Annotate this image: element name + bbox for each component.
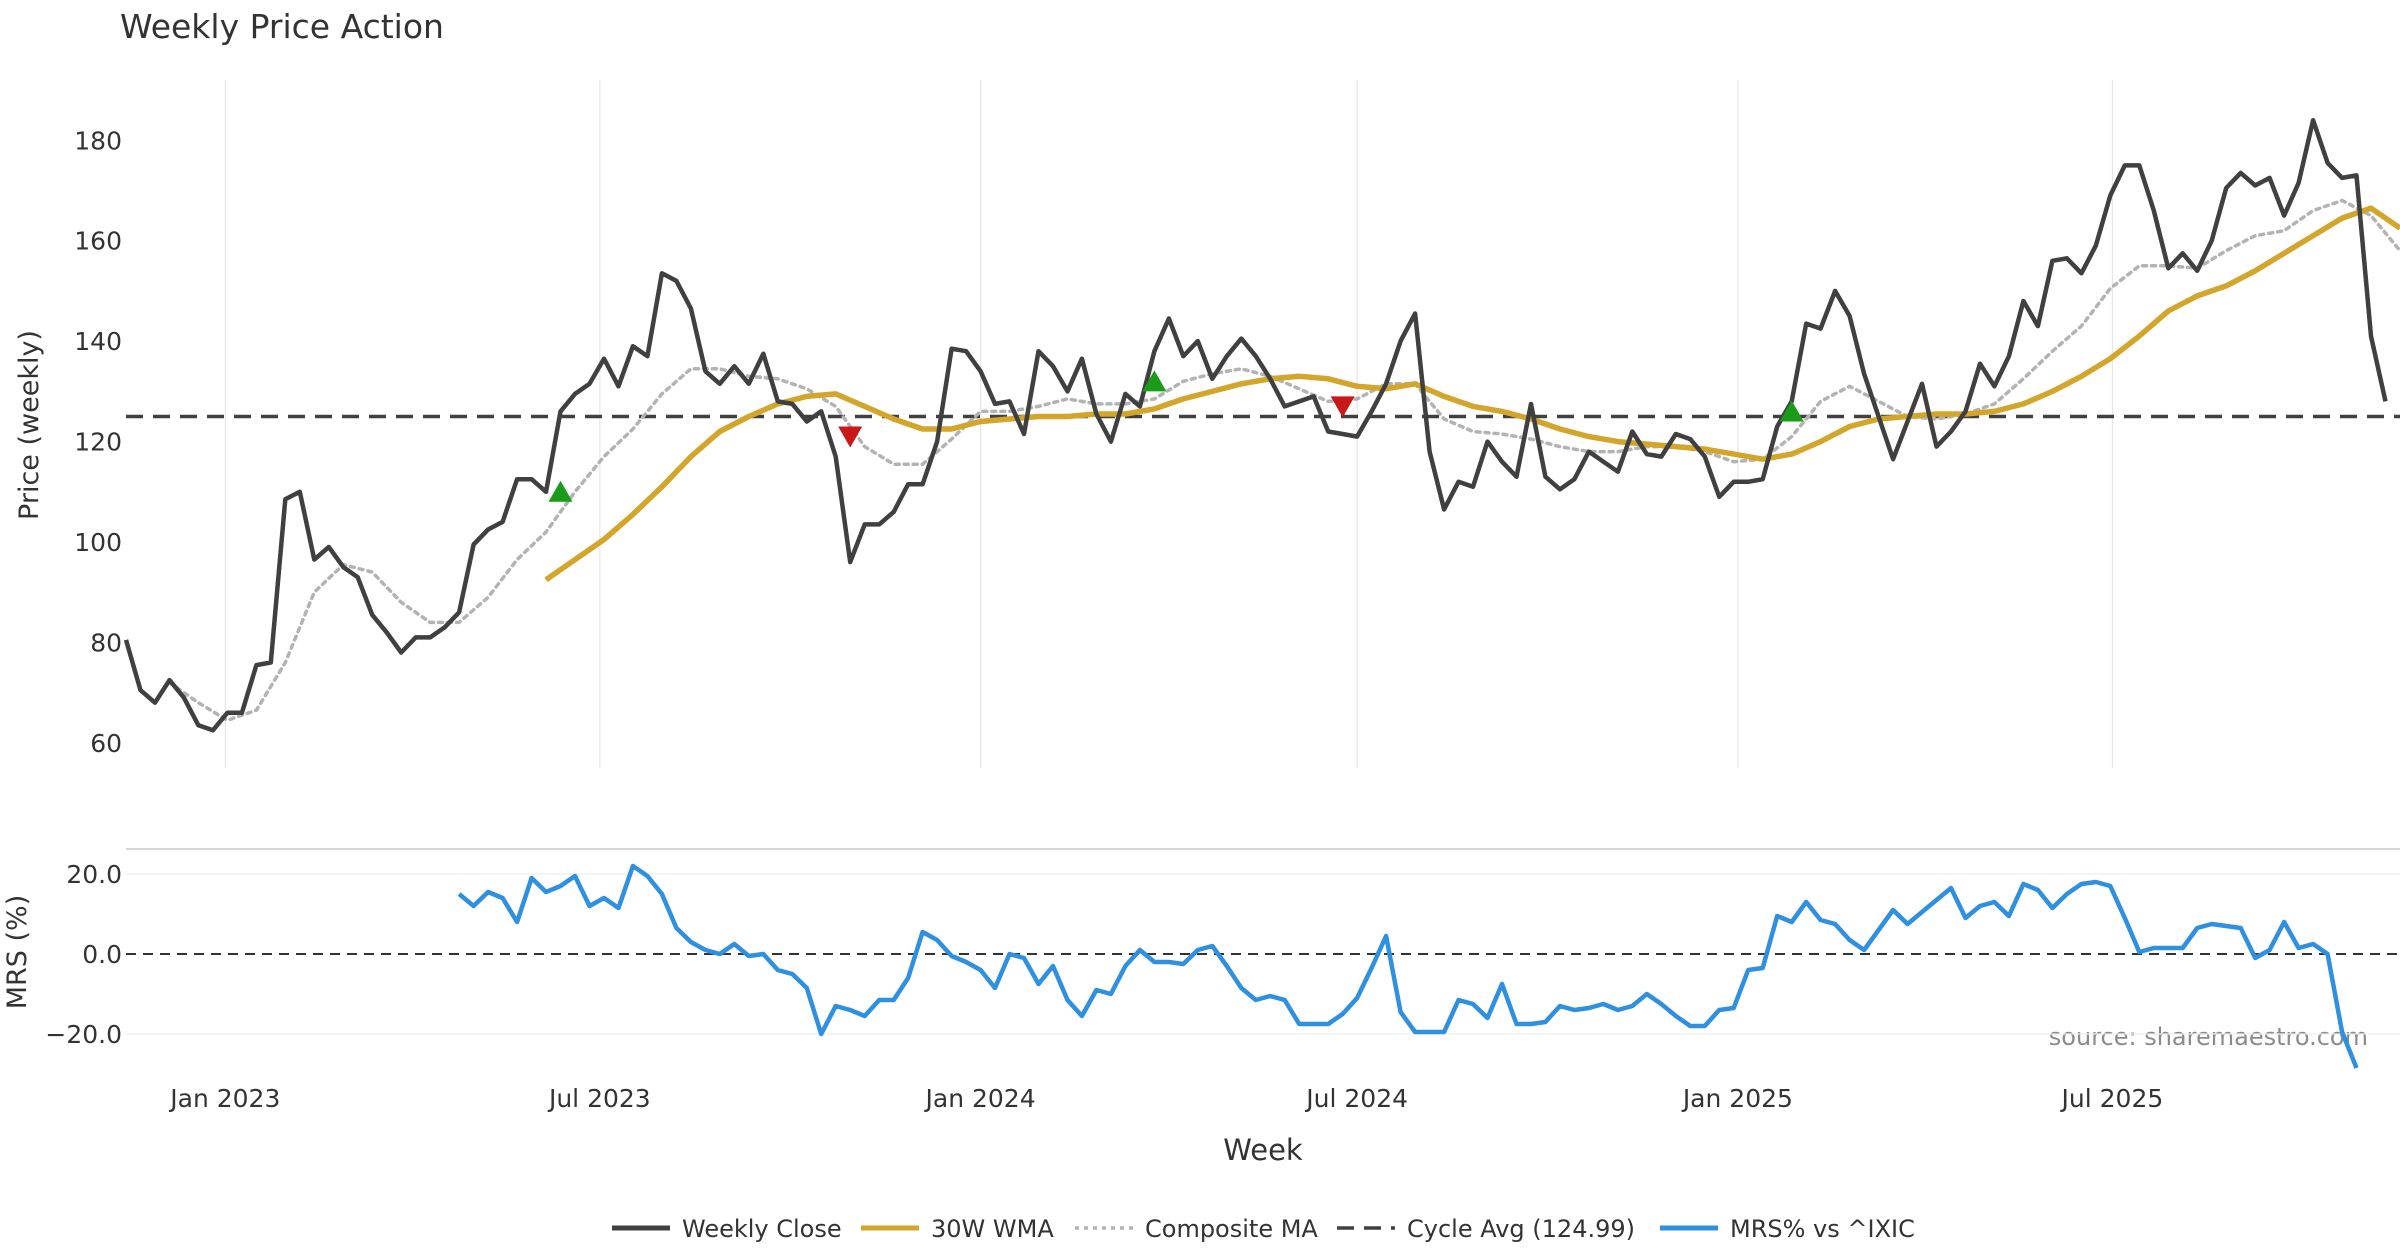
buy-signal-marker	[548, 480, 573, 502]
legend-label-composite: Composite MA	[1145, 1215, 1318, 1243]
wma-30w-line	[544, 205, 2400, 582]
legend-label-weekly-close: Weekly Close	[682, 1215, 842, 1243]
mrs-tick-label: −20.0	[45, 1020, 122, 1049]
sell-signal-marker	[838, 426, 863, 448]
source-text: source: sharemaestro.com	[2049, 1023, 2368, 1051]
chart-title: Weekly Price Action	[120, 7, 444, 46]
x-tick-label: Jul 2024	[1304, 1084, 1408, 1113]
price-tick-label: 100	[74, 528, 122, 557]
price-tick-label: 60	[90, 729, 122, 758]
legend-label-wma: 30W WMA	[931, 1215, 1054, 1243]
price-tick-label: 80	[90, 628, 122, 657]
price-tick-label: 160	[74, 227, 122, 256]
x-tick-label: Jan 2023	[168, 1084, 280, 1113]
price-axis-label: Price (weekly)	[14, 330, 45, 520]
legend: Weekly Close 30W WMA Composite MA Cycle Avg…	[612, 1215, 1915, 1243]
x-axis-label: Week	[1223, 1133, 1303, 1167]
mrs-tick-label: 20.0	[66, 860, 122, 889]
mrs-tick-label: 0.0	[82, 940, 122, 969]
composite-ma-line	[167, 198, 2400, 723]
price-tick-label: 120	[74, 428, 122, 457]
x-tick-label: Jan 2024	[924, 1084, 1036, 1113]
x-tick-label: Jul 2023	[547, 1084, 651, 1113]
x-tick-label: Jan 2025	[1681, 1084, 1793, 1113]
mrs-axis-label: MRS (%)	[2, 895, 33, 1010]
sell-signal-marker	[1330, 396, 1355, 418]
price-tick-label: 140	[74, 327, 122, 356]
price-tick-label: 180	[74, 126, 122, 155]
buy-signal-marker	[1142, 370, 1167, 392]
mrs-line	[457, 863, 2359, 1069]
legend-label-cycle-avg: Cycle Avg (124.99)	[1407, 1215, 1635, 1243]
buy-signal-marker	[1779, 400, 1804, 422]
x-tick-label: Jul 2025	[2060, 1084, 2164, 1113]
plot-layer: 60 80 100 120 140 160 180 20.0 0.0 −20.0 Jan 2023 J…	[45, 80, 2400, 1113]
weekly-close-line	[123, 117, 2388, 733]
legend-label-mrs: MRS% vs ^IXIC	[1730, 1215, 1915, 1243]
